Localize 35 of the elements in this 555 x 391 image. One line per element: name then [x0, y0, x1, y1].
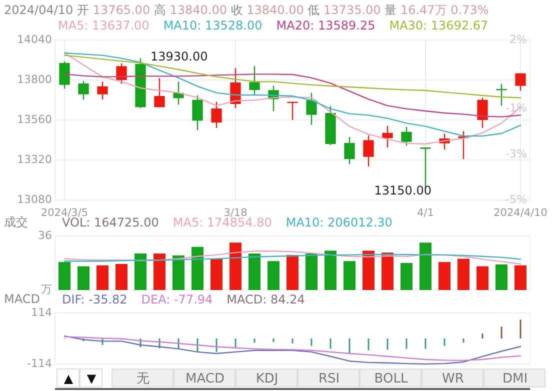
series-label: MA5: 13637.00 [58, 18, 150, 32]
text: RSI [318, 372, 340, 387]
y-tick-label: 14040 [17, 33, 52, 46]
text: 万 [41, 283, 52, 296]
x-tick-label: 2024/4/10 [494, 206, 548, 219]
x-tick-label: 4/1 [417, 206, 434, 219]
chart-title: 2024/04/10 开 13765.00 高 13840.00 收 13840.00 低 13735.00 量 16.47万 0.73% [4, 3, 489, 18]
y-tick-label: -114 [27, 357, 52, 370]
text: ▼ [86, 371, 97, 386]
annotation: 13150.00 [374, 184, 432, 198]
text: MA30: 13692.67 [389, 18, 488, 32]
text: MACD [186, 372, 224, 387]
text: WR [442, 372, 464, 387]
text: 无 [136, 372, 150, 387]
y-tick-label: 114 [31, 306, 52, 320]
text: 36 [38, 229, 52, 242]
text: ▲ [64, 371, 74, 386]
annotation: 13930.00 [150, 50, 208, 64]
text: MA10: 206012.30 [286, 215, 392, 230]
text: MACD: 84.24 [226, 292, 305, 306]
text: DEA: -77.94 [141, 292, 213, 306]
text: KDJ [256, 372, 278, 387]
text: BOLL [374, 372, 408, 387]
y-tick-label: 13080 [17, 193, 52, 206]
text: DMI [502, 372, 528, 387]
chart-title: 成交 [4, 215, 28, 230]
text: DIF: -35.82 [62, 292, 128, 306]
x-tick-label: 2024/3/5 [40, 206, 88, 219]
x-tick-label: 3/18 [224, 206, 248, 219]
text: MA20: 13589.25 [276, 18, 376, 32]
y-tick-label: 13320 [17, 153, 52, 166]
y-tick-label: 13800 [17, 73, 52, 86]
chart-title: MACD [4, 292, 40, 306]
y-tick-label: 13560 [17, 113, 52, 126]
text: MA10: 13528.00 [163, 18, 262, 32]
